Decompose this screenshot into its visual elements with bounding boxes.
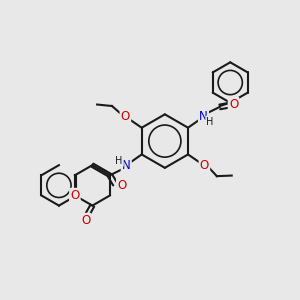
Text: O: O	[117, 179, 126, 192]
Text: O: O	[70, 189, 80, 202]
Text: O: O	[229, 98, 238, 111]
Text: N: N	[122, 159, 130, 172]
Text: O: O	[81, 214, 90, 227]
Text: O: O	[200, 159, 209, 172]
Text: H: H	[206, 117, 214, 127]
Text: N: N	[199, 110, 208, 123]
Text: H: H	[116, 156, 123, 166]
Text: O: O	[121, 110, 130, 123]
